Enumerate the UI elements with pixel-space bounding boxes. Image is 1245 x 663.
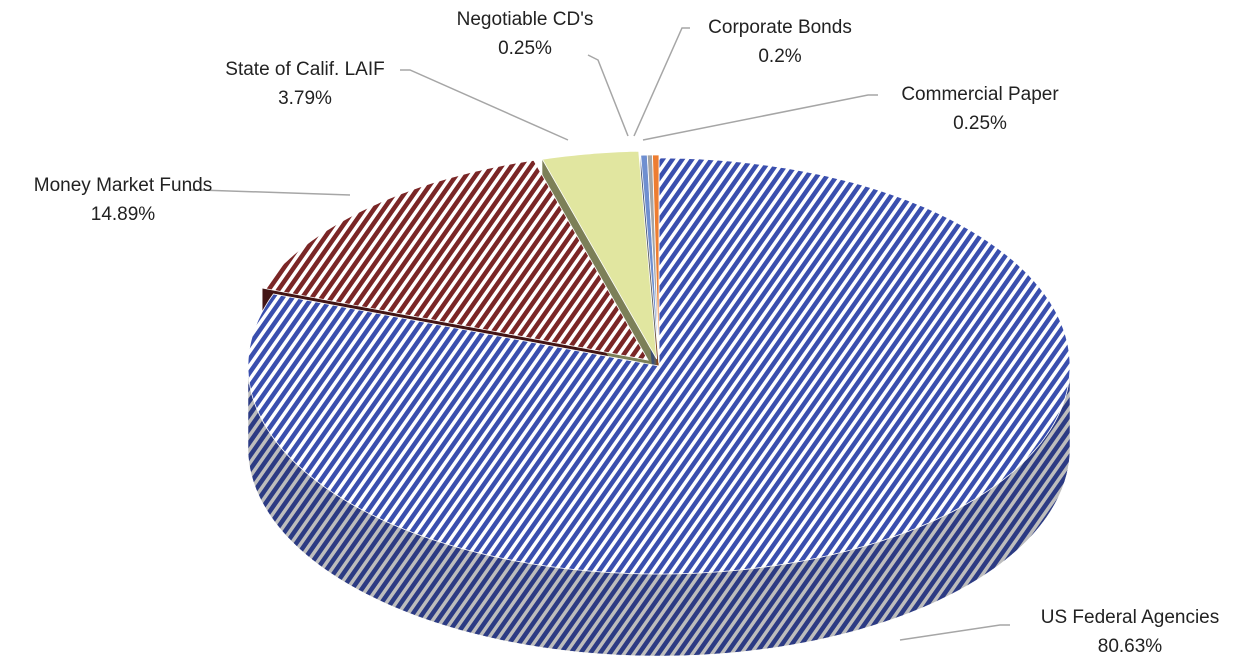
value-label: 0.25% xyxy=(953,113,1007,134)
slice xyxy=(541,150,658,360)
slice xyxy=(247,157,1071,575)
leader-line xyxy=(899,624,1010,641)
leader-line xyxy=(642,94,878,141)
value-label: 14.89% xyxy=(91,204,156,225)
leader-line xyxy=(190,189,351,196)
category-label: Commercial Paper xyxy=(901,84,1059,105)
value-label: 3.79% xyxy=(278,88,332,109)
category-label: Negotiable CD's xyxy=(457,9,594,30)
slice xyxy=(652,154,660,363)
slice xyxy=(261,159,649,361)
category-label: US Federal Agencies xyxy=(1041,607,1220,628)
leader-line xyxy=(400,69,569,141)
category-label: Money Market Funds xyxy=(34,175,212,196)
leader-line xyxy=(633,27,690,137)
category-label: Corporate Bonds xyxy=(708,17,852,38)
value-label: 0.25% xyxy=(498,38,552,59)
category-label: State of Calif. LAIF xyxy=(225,59,384,80)
value-label: 80.63% xyxy=(1098,636,1163,657)
value-label: 0.2% xyxy=(758,46,801,67)
leader-line xyxy=(587,54,629,137)
